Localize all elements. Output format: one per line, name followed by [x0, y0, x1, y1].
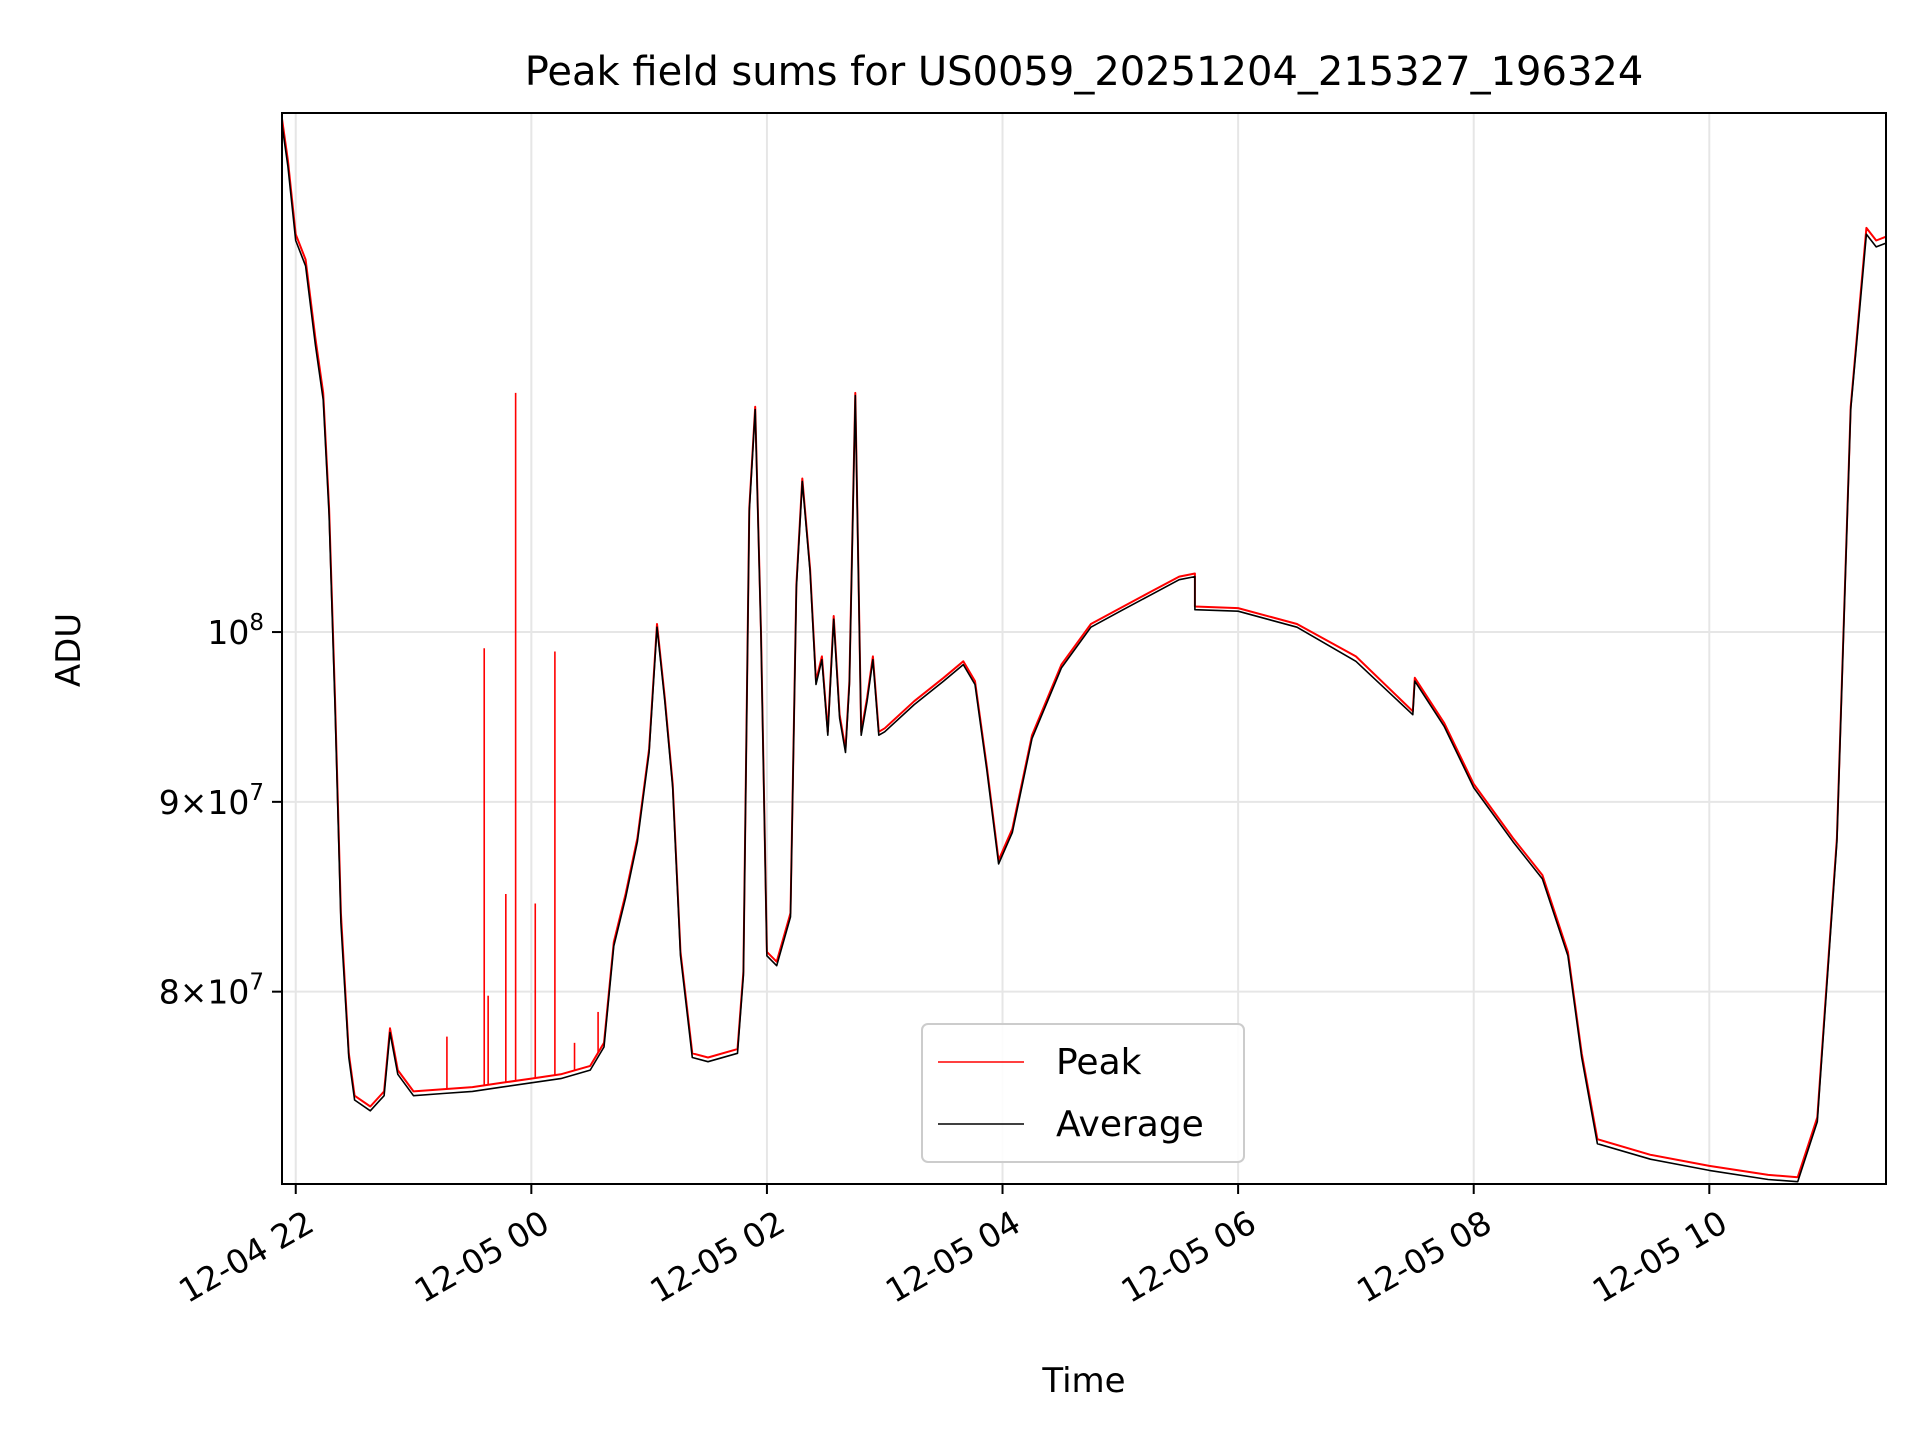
legend: Peak Average	[921, 1023, 1245, 1163]
series-line-average	[282, 124, 1886, 1183]
y-tick-label: 9×107	[159, 780, 264, 822]
legend-label-peak: Peak	[1056, 1042, 1142, 1083]
chart-title: Peak field sums for US0059_20251204_2153…	[525, 49, 1644, 95]
legend-label-average: Average	[1056, 1104, 1204, 1145]
x-axis-title: Time	[1041, 1361, 1125, 1401]
legend-box	[921, 1023, 1245, 1163]
y-tick-label: 8×107	[159, 970, 264, 1012]
plot-frame	[281, 112, 1887, 1185]
series-group	[282, 118, 1886, 1183]
y-axis-title: ADU	[49, 613, 89, 687]
